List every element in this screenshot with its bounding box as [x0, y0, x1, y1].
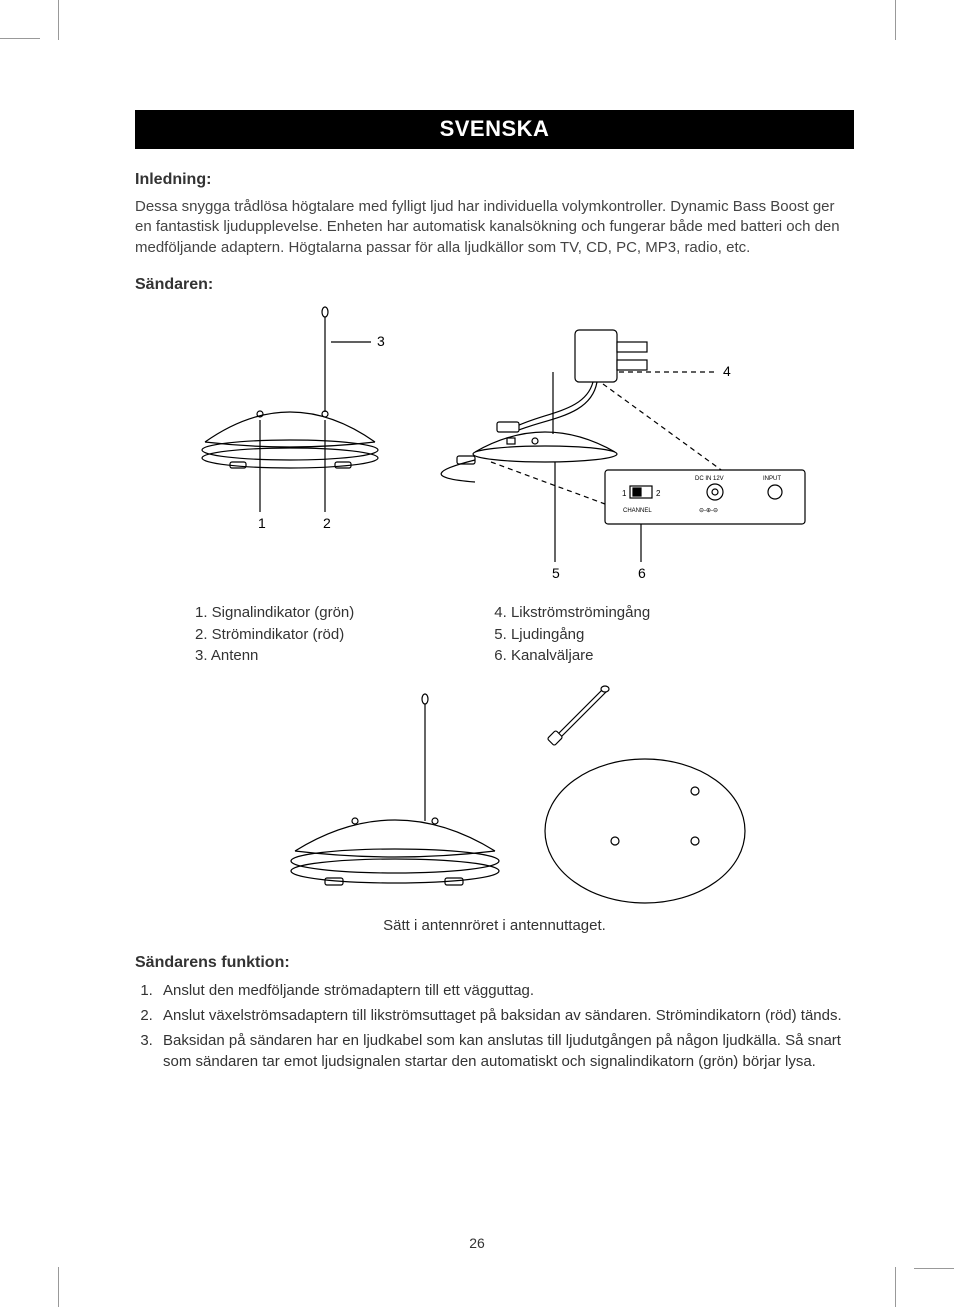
- page-number: 26: [0, 1235, 954, 1251]
- legend-item: 4. Likströmströmingång: [494, 602, 650, 624]
- legend-item: 3. Antenn: [195, 645, 354, 667]
- function-steps: Anslut den medföljande strömadaptern til…: [135, 980, 854, 1072]
- crop-mark: [914, 1268, 954, 1269]
- panel-polarity: ⊖-⊕-⊖: [699, 508, 718, 514]
- legend-item: 1. Signalindikator (grön): [195, 602, 354, 624]
- diagram-label-5: 5: [552, 565, 560, 581]
- crop-mark: [895, 0, 896, 40]
- crop-mark: [895, 1267, 896, 1307]
- legend-item: 5. Ljudingång: [494, 624, 650, 646]
- panel-input: INPUT: [763, 476, 781, 482]
- panel-channel: CHANNEL: [623, 508, 652, 514]
- function-step: Anslut växelströmsadaptern till likström…: [157, 1005, 854, 1026]
- legend-item: 6. Kanalväljare: [494, 645, 650, 667]
- crop-mark: [58, 1267, 59, 1307]
- diagram-label-6: 6: [638, 565, 646, 581]
- function-step: Baksidan på sändaren har en ljudkabel so…: [157, 1030, 854, 1072]
- transmitter-diagram-top: 1 2 3: [135, 302, 854, 592]
- function-heading: Sändarens funktion:: [135, 954, 854, 972]
- legend-right: 4. Likströmströmingång 5. Ljudingång 6. …: [494, 602, 650, 667]
- diagram-label-4: 4: [723, 363, 731, 379]
- panel-ch2: 2: [656, 489, 661, 498]
- transmitter-heading: Sändaren:: [135, 276, 854, 294]
- diagram-label-2: 2: [323, 515, 331, 531]
- diagram-label-3: 3: [377, 333, 385, 349]
- crop-mark: [58, 0, 59, 40]
- page: SVENSKA Inledning: Dessa snygga trådlösa…: [0, 0, 954, 1307]
- panel-ch1: 1: [622, 489, 627, 498]
- intro-body: Dessa snygga trådlösa högtalare med fyll…: [135, 197, 854, 258]
- language-title-bar: SVENSKA: [135, 110, 854, 149]
- panel-dcin: DC IN 12V: [695, 476, 724, 482]
- intro-heading: Inledning:: [135, 171, 854, 189]
- function-step: Anslut den medföljande strömadaptern til…: [157, 980, 854, 1001]
- transmitter-diagram-bottom: [135, 681, 854, 911]
- legend-left: 1. Signalindikator (grön) 2. Strömindika…: [195, 602, 354, 667]
- diagram-label-1: 1: [258, 515, 266, 531]
- transmitter-legend: 1. Signalindikator (grön) 2. Strömindika…: [195, 602, 854, 667]
- antenna-caption: Sätt i antennröret i antennuttaget.: [135, 917, 854, 934]
- legend-item: 2. Strömindikator (röd): [195, 624, 354, 646]
- crop-mark: [0, 38, 40, 39]
